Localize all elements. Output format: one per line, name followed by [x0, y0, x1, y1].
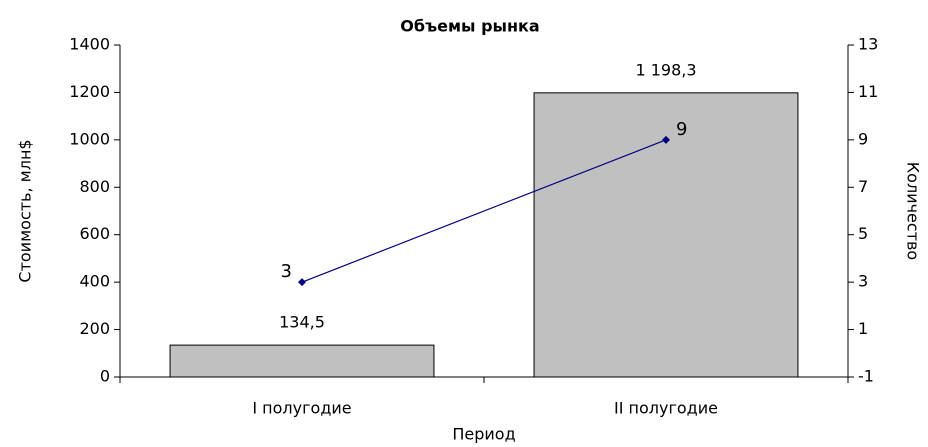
y-tick-label: 800	[79, 177, 110, 196]
x-tick-label: I полугодие	[252, 399, 351, 418]
y2-tick-label: 11	[858, 82, 878, 101]
y-tick-label: 1200	[69, 82, 110, 101]
y-axis-label: Стоимость, млн$	[16, 139, 35, 282]
y2-tick-label: 13	[858, 35, 878, 54]
line	[301, 139, 667, 283]
y-tick-label: 0	[100, 367, 110, 386]
line-marker	[662, 135, 670, 144]
y2-tick-label: 3	[858, 272, 868, 291]
bar-value-label: 1 198,3	[635, 60, 696, 79]
line-value-label: 3	[281, 261, 292, 282]
y-tick-label: 1000	[69, 129, 110, 148]
y2-axis-label: Количество	[904, 162, 923, 260]
bar	[533, 92, 799, 378]
y-tick-label: 200	[79, 319, 110, 338]
y-tick-label: 600	[79, 224, 110, 243]
y2-tick-label: 9	[858, 129, 868, 148]
line-value-label: 9	[676, 119, 687, 140]
x-axis-label: Период	[452, 425, 515, 444]
bar-value-label: 134,5	[279, 313, 325, 332]
y2-tick-label: 5	[858, 224, 868, 243]
bar	[169, 344, 435, 378]
x-tick-label: II полугодие	[614, 399, 718, 418]
y2-tick-label: 1	[858, 319, 868, 338]
chart-title: Объемы рынка	[400, 17, 539, 36]
line-marker	[298, 278, 306, 287]
y-tick-label: 400	[79, 272, 110, 291]
y2-tick-label: -1	[858, 367, 874, 386]
y2-tick-label: 7	[858, 177, 868, 196]
y-tick-label: 1400	[69, 35, 110, 54]
